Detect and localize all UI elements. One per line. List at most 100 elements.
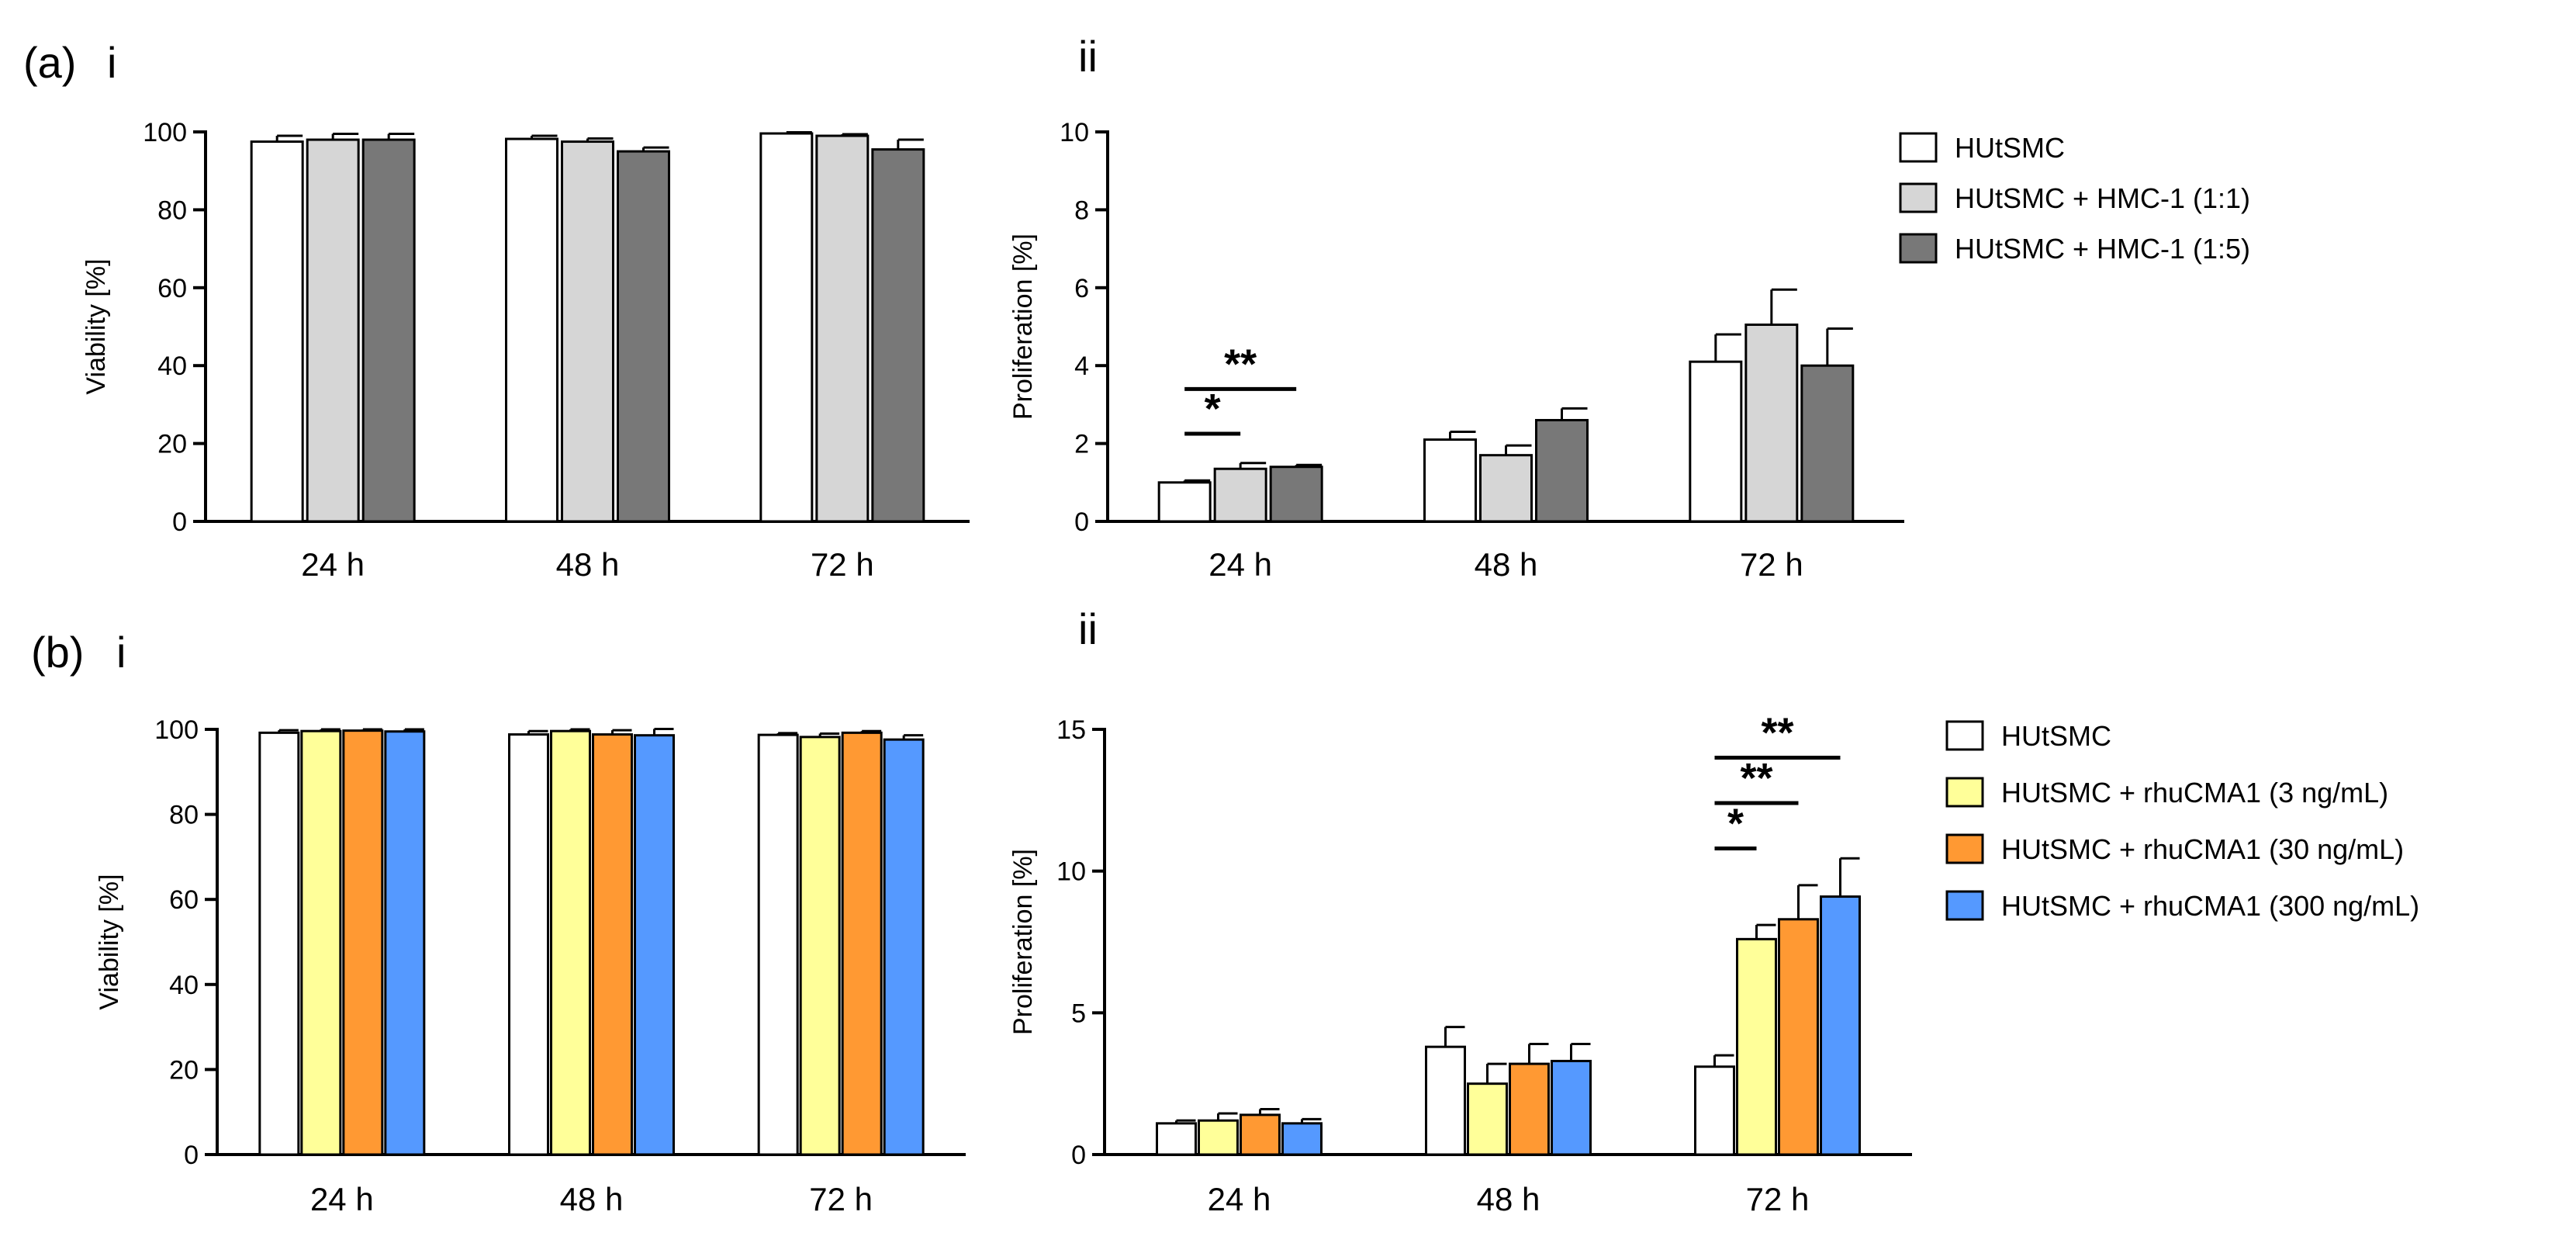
x-tick-label: 48 h bbox=[1477, 1181, 1540, 1217]
bar bbox=[1425, 1045, 1466, 1156]
y-tick-label: 4 bbox=[1074, 351, 1089, 381]
bar bbox=[384, 730, 426, 1156]
x-tick-label: 24 h bbox=[1208, 1181, 1271, 1217]
legend-label: HUtSMC + rhuCMA1 (3 ng/mL) bbox=[2001, 777, 2388, 808]
bar bbox=[361, 138, 416, 523]
y-tick-label: 40 bbox=[157, 351, 187, 381]
y-tick-label: 0 bbox=[1071, 1141, 1086, 1170]
y-axis-label: Viability [%] bbox=[95, 874, 124, 1009]
bar bbox=[1198, 1119, 1239, 1156]
x-tick-label: 72 h bbox=[811, 546, 874, 583]
significance-marker: * bbox=[1205, 386, 1221, 432]
bar bbox=[841, 731, 883, 1156]
chart-b-i: 0 20 40 60 80 100 Viability [%] 24 h 48 h 72 h bbox=[95, 715, 966, 1217]
legend-a: HUtSMC HUtSMC + HMC-1 (1:1) HUtSMC + HMC-1… bbox=[1899, 132, 2250, 265]
bar bbox=[306, 138, 360, 523]
x-tick-label: 48 h bbox=[1475, 546, 1538, 583]
legend-swatch bbox=[1899, 233, 1938, 264]
bar bbox=[1467, 1082, 1508, 1156]
y-tick-label: 0 bbox=[184, 1141, 199, 1170]
bar bbox=[1551, 1059, 1592, 1156]
panel-a-ii-sub: ii bbox=[1078, 32, 1098, 81]
bar bbox=[815, 134, 870, 523]
chart-a-i: 0 20 40 60 80 100 Viability [%] 24 h 48 h 72 h bbox=[81, 118, 970, 583]
bar bbox=[1156, 1122, 1197, 1156]
bar bbox=[342, 729, 384, 1156]
bar bbox=[1157, 481, 1212, 523]
x-tick-label: 72 h bbox=[809, 1181, 873, 1217]
bar bbox=[508, 733, 549, 1156]
y-tick-label: 60 bbox=[157, 274, 187, 303]
y-tick-label: 40 bbox=[169, 971, 199, 1000]
y-tick-label: 80 bbox=[169, 801, 199, 830]
bar bbox=[1213, 467, 1267, 523]
significance-marker: ** bbox=[1740, 755, 1772, 802]
bar bbox=[550, 729, 591, 1156]
bar bbox=[617, 150, 670, 523]
bar bbox=[757, 733, 799, 1156]
legend-swatch bbox=[1899, 182, 1938, 213]
y-axis-label: Proliferation [%] bbox=[1008, 234, 1038, 420]
y-tick-label: 20 bbox=[157, 430, 187, 459]
bar bbox=[1535, 418, 1589, 523]
y-tick-label: 0 bbox=[1074, 507, 1089, 537]
bar bbox=[1269, 466, 1323, 523]
bar bbox=[300, 729, 342, 1156]
chart-a-ii: 0 2 4 6 8 10 Proliferation [%] 24 h 48 h 72 h *** bbox=[1008, 118, 1904, 583]
significance-marker: ** bbox=[1761, 710, 1793, 757]
legend-label: HUtSMC + rhuCMA1 (30 ng/mL) bbox=[2001, 833, 2404, 865]
bar bbox=[871, 148, 925, 523]
panel-b-ii-sub: ii bbox=[1078, 604, 1098, 653]
panel-a-i-sub: i bbox=[107, 38, 116, 87]
panel-b-label: (b) bbox=[31, 628, 84, 677]
bar bbox=[505, 137, 558, 523]
bar bbox=[1689, 360, 1743, 523]
bar bbox=[1736, 937, 1777, 1156]
legend-label: HUtSMC + HMC-1 (1:1) bbox=[1955, 182, 2250, 214]
x-tick-label: 72 h bbox=[1740, 546, 1803, 583]
legend-label: HUtSMC bbox=[2001, 720, 2111, 752]
legend-swatch bbox=[1945, 777, 1984, 808]
x-tick-label: 72 h bbox=[1746, 1181, 1810, 1217]
bar bbox=[1423, 438, 1477, 523]
bar bbox=[1240, 1113, 1281, 1156]
legend-swatch bbox=[1945, 720, 1984, 751]
bar bbox=[592, 733, 633, 1156]
legend-b: HUtSMC HUtSMC + rhuCMA1 (3 ng/mL) HUtSMC +… bbox=[1945, 720, 2419, 922]
legend-swatch bbox=[1945, 833, 1984, 864]
y-tick-label: 6 bbox=[1074, 274, 1089, 303]
y-tick-label: 15 bbox=[1056, 715, 1086, 745]
legend-swatch bbox=[1945, 890, 1984, 921]
bar bbox=[1800, 364, 1855, 523]
bar bbox=[1281, 1122, 1323, 1156]
bar bbox=[250, 140, 304, 523]
y-tick-label: 10 bbox=[1060, 118, 1089, 147]
bar bbox=[1479, 454, 1533, 523]
y-axis-label: Viability [%] bbox=[81, 258, 111, 394]
y-tick-label: 60 bbox=[169, 885, 199, 915]
bar bbox=[1744, 323, 1799, 523]
x-tick-label: 48 h bbox=[556, 546, 620, 583]
legend-label: HUtSMC + HMC-1 (1:5) bbox=[1955, 233, 2250, 265]
panel-b-i-sub: i bbox=[116, 628, 126, 677]
bar bbox=[258, 731, 300, 1156]
y-tick-label: 20 bbox=[169, 1055, 199, 1085]
legend-label: HUtSMC bbox=[1955, 132, 2065, 164]
y-tick-label: 8 bbox=[1074, 196, 1089, 225]
bar bbox=[634, 734, 675, 1156]
y-tick-label: 10 bbox=[1056, 857, 1086, 887]
panel-a-label: (a) bbox=[23, 38, 76, 87]
x-tick-label: 24 h bbox=[310, 1181, 374, 1217]
y-tick-label: 0 bbox=[172, 507, 187, 537]
bar bbox=[1820, 895, 1861, 1156]
bar bbox=[561, 140, 614, 523]
y-tick-label: 2 bbox=[1074, 430, 1089, 459]
bar bbox=[1694, 1065, 1735, 1156]
x-tick-label: 24 h bbox=[301, 546, 365, 583]
significance-marker: ** bbox=[1224, 341, 1257, 387]
legend-label: HUtSMC + rhuCMA1 (300 ng/mL) bbox=[2001, 890, 2419, 922]
bar bbox=[1778, 918, 1819, 1156]
bar bbox=[799, 736, 841, 1156]
y-tick-label: 100 bbox=[143, 118, 187, 147]
